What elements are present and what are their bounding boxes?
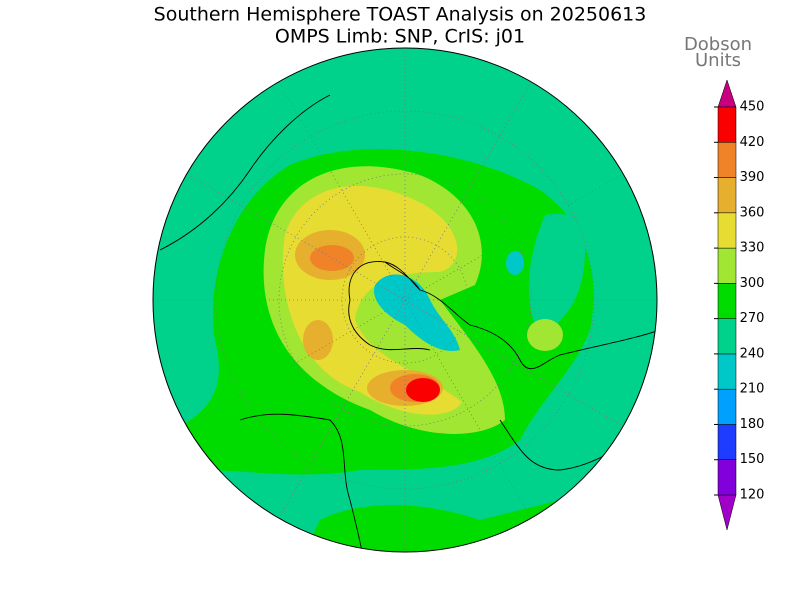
colorbar-segment <box>717 106 737 143</box>
title-line-1: Southern Hemisphere TOAST Analysis on 20… <box>154 4 647 26</box>
latitude-circle <box>278 173 532 427</box>
contour-region <box>374 274 460 351</box>
colorbar-tick-label: 330 <box>740 241 765 256</box>
colorbar-extension-low <box>717 494 737 531</box>
colorbar-segment <box>717 177 737 214</box>
colorbar-label-line-2: Units <box>695 50 741 71</box>
title-line-2: OMPS Limb: SNP, CrIS: j01 <box>275 26 525 48</box>
colorbar: 120 150 180 210 240 270 300 330 360 390 420 450 <box>714 79 765 531</box>
colorbar-tick-label: 450 <box>740 100 765 115</box>
colorbar-tick-label: 270 <box>740 311 765 326</box>
colorbar-segment <box>717 247 737 284</box>
contour-region <box>506 251 524 275</box>
polar-map <box>153 48 657 552</box>
colorbar-tick-label: 360 <box>740 205 765 220</box>
colorbar-segment <box>717 424 737 460</box>
colorbar-segment <box>717 459 737 496</box>
colorbar-tick-label: 150 <box>740 452 765 467</box>
coastline <box>348 260 657 369</box>
colorbar-tick-label: 210 <box>740 382 765 397</box>
colorbar-segment <box>717 283 737 319</box>
colorbar-tick-label: 180 <box>740 417 765 432</box>
contour-region <box>303 320 333 360</box>
colorbar-tick-label: 120 <box>740 488 765 503</box>
colorbar-segment <box>717 353 737 390</box>
contour-region <box>406 378 440 402</box>
colorbar-segment <box>717 142 737 178</box>
colorbar-label-line-1: Dobson <box>684 34 752 55</box>
colorbar-tick-label: 420 <box>740 135 765 150</box>
colorbar-extension-high <box>717 79 737 108</box>
colorbar-segment <box>717 388 737 425</box>
colorbar-segment <box>717 212 737 249</box>
contour-region <box>527 319 563 351</box>
contour-region <box>310 245 354 271</box>
meridians <box>153 48 657 552</box>
contour-region <box>528 213 585 335</box>
colorbar-tick-label: 240 <box>740 346 765 361</box>
map-border <box>152 47 658 553</box>
colorbar-segment <box>717 318 737 355</box>
colorbar-tick-label: 390 <box>740 170 765 185</box>
colorbar-tick-label: 300 <box>740 276 765 291</box>
